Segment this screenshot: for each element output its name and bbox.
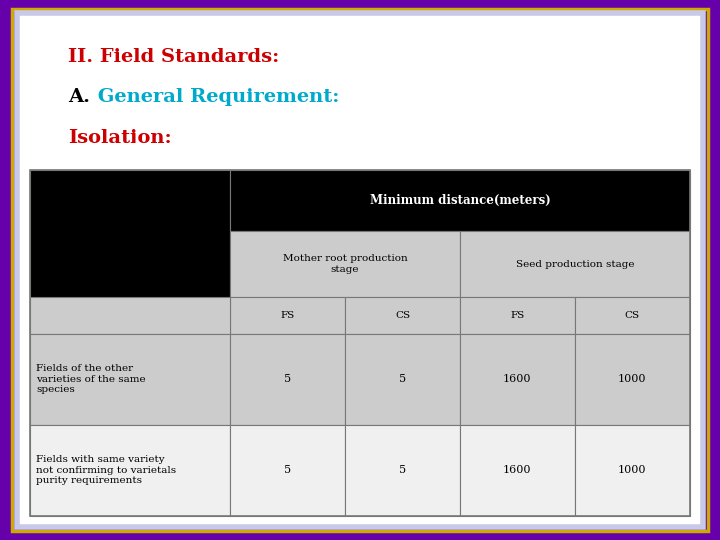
Text: FS: FS (510, 311, 524, 320)
Text: Seed production stage: Seed production stage (516, 260, 634, 268)
Bar (30, 334, 230, 425)
Text: 1000: 1000 (618, 465, 647, 475)
Text: Fields of the other
varieties of the same
species: Fields of the other varieties of the sam… (36, 364, 145, 394)
Bar (230, 334, 345, 425)
Text: 1600: 1600 (503, 465, 531, 475)
Bar (575, 425, 690, 516)
Text: 5: 5 (284, 374, 291, 384)
Bar (30, 170, 690, 516)
Bar (30, 298, 230, 334)
Text: A.: A. (68, 88, 91, 106)
Text: Minimum distance(meters): Minimum distance(meters) (369, 194, 550, 207)
Bar (460, 334, 575, 425)
Bar (460, 298, 575, 334)
Text: 5: 5 (399, 374, 406, 384)
Text: General Requirement:: General Requirement: (91, 88, 340, 106)
Text: 5: 5 (284, 465, 291, 475)
Text: Isolation:: Isolation: (68, 129, 172, 147)
Text: Fields with same variety
not confirming to varietals
purity requirements: Fields with same variety not confirming … (36, 455, 176, 485)
Text: Contaminants: Contaminants (84, 143, 176, 156)
Bar (460, 425, 575, 516)
Bar (30, 170, 230, 334)
Text: II. Field Standards:: II. Field Standards: (68, 48, 279, 66)
Bar (345, 425, 460, 516)
Text: Mother root production
stage: Mother root production stage (283, 254, 408, 274)
Bar (230, 425, 345, 516)
Text: 5: 5 (399, 465, 406, 475)
Text: 1600: 1600 (503, 374, 531, 384)
Text: 1000: 1000 (618, 374, 647, 384)
Bar (30, 425, 230, 516)
Bar (575, 334, 690, 425)
Text: CS: CS (395, 311, 410, 320)
Text: CS: CS (625, 311, 640, 320)
Bar (575, 298, 690, 334)
Bar (345, 298, 460, 334)
Bar (230, 231, 460, 298)
Bar (345, 334, 460, 425)
Bar (460, 231, 690, 298)
Bar (230, 298, 345, 334)
Bar (230, 170, 690, 231)
Text: FS: FS (280, 311, 294, 320)
